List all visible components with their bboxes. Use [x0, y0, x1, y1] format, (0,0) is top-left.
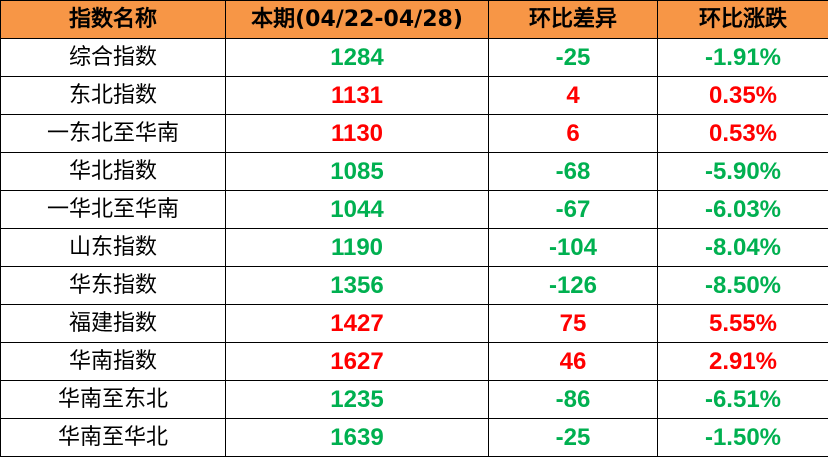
- index-name-cell: 综合指数: [0, 38, 226, 77]
- index-name-cell: 东北指数: [0, 76, 226, 115]
- value-cell: 1085: [225, 152, 489, 191]
- value-cell: 1627: [225, 342, 489, 381]
- table-row: 一华北至华南 1044 -67 -6.03%: [0, 190, 828, 229]
- table-row: 山东指数 1190 -104 -8.04%: [0, 228, 828, 267]
- pct-cell: 0.35%: [657, 76, 828, 115]
- table-row: 华南至华北 1639 -25 -1.50%: [0, 418, 828, 457]
- value-cell: 1427: [225, 304, 489, 343]
- pct-cell: -5.90%: [657, 152, 828, 191]
- table-row: 华南至东北 1235 -86 -6.51%: [0, 380, 828, 419]
- diff-cell: -25: [488, 38, 658, 77]
- value-cell: 1356: [225, 266, 489, 305]
- index-name-cell: 华南指数: [0, 342, 226, 381]
- header-row: 指数名称 本期(04/22-04/28) 环比差异 环比涨跌: [0, 0, 828, 39]
- header-current-period: 本期(04/22-04/28): [225, 0, 489, 39]
- pct-cell: 2.91%: [657, 342, 828, 381]
- pct-cell: -6.03%: [657, 190, 828, 229]
- table-row: 一东北至华南 1130 6 0.53%: [0, 114, 828, 153]
- value-cell: 1044: [225, 190, 489, 229]
- pct-cell: -1.50%: [657, 418, 828, 457]
- index-name-cell: 华东指数: [0, 266, 226, 305]
- table-row: 福建指数 1427 75 5.55%: [0, 304, 828, 343]
- header-pct-change: 环比涨跌: [657, 0, 828, 39]
- value-cell: 1131: [225, 76, 489, 115]
- value-cell: 1284: [225, 38, 489, 77]
- diff-cell: -86: [488, 380, 658, 419]
- table-row: 东北指数 1131 4 0.35%: [0, 76, 828, 115]
- diff-cell: 6: [488, 114, 658, 153]
- index-name-cell: 山东指数: [0, 228, 226, 267]
- pct-cell: -6.51%: [657, 380, 828, 419]
- value-cell: 1639: [225, 418, 489, 457]
- table-row: 华北指数 1085 -68 -5.90%: [0, 152, 828, 191]
- pct-cell: -8.50%: [657, 266, 828, 305]
- index-name-cell: 一华北至华南: [0, 190, 226, 229]
- diff-cell: 46: [488, 342, 658, 381]
- value-cell: 1235: [225, 380, 489, 419]
- value-cell: 1130: [225, 114, 489, 153]
- index-name-cell: 一东北至华南: [0, 114, 226, 153]
- pct-cell: 0.53%: [657, 114, 828, 153]
- header-index-name: 指数名称: [0, 0, 226, 39]
- header-diff: 环比差异: [488, 0, 658, 39]
- diff-cell: 75: [488, 304, 658, 343]
- diff-cell: -126: [488, 266, 658, 305]
- pct-cell: 5.55%: [657, 304, 828, 343]
- table-row: 华南指数 1627 46 2.91%: [0, 342, 828, 381]
- pct-cell: -8.04%: [657, 228, 828, 267]
- table-row: 综合指数 1284 -25 -1.91%: [0, 38, 828, 77]
- diff-cell: -104: [488, 228, 658, 267]
- index-name-cell: 华南至华北: [0, 418, 226, 457]
- diff-cell: 4: [488, 76, 658, 115]
- pct-cell: -1.91%: [657, 38, 828, 77]
- value-cell: 1190: [225, 228, 489, 267]
- diff-cell: -68: [488, 152, 658, 191]
- table-row: 华东指数 1356 -126 -8.50%: [0, 266, 828, 305]
- index-name-cell: 福建指数: [0, 304, 226, 343]
- diff-cell: -25: [488, 418, 658, 457]
- index-name-cell: 华南至东北: [0, 380, 226, 419]
- diff-cell: -67: [488, 190, 658, 229]
- index-name-cell: 华北指数: [0, 152, 226, 191]
